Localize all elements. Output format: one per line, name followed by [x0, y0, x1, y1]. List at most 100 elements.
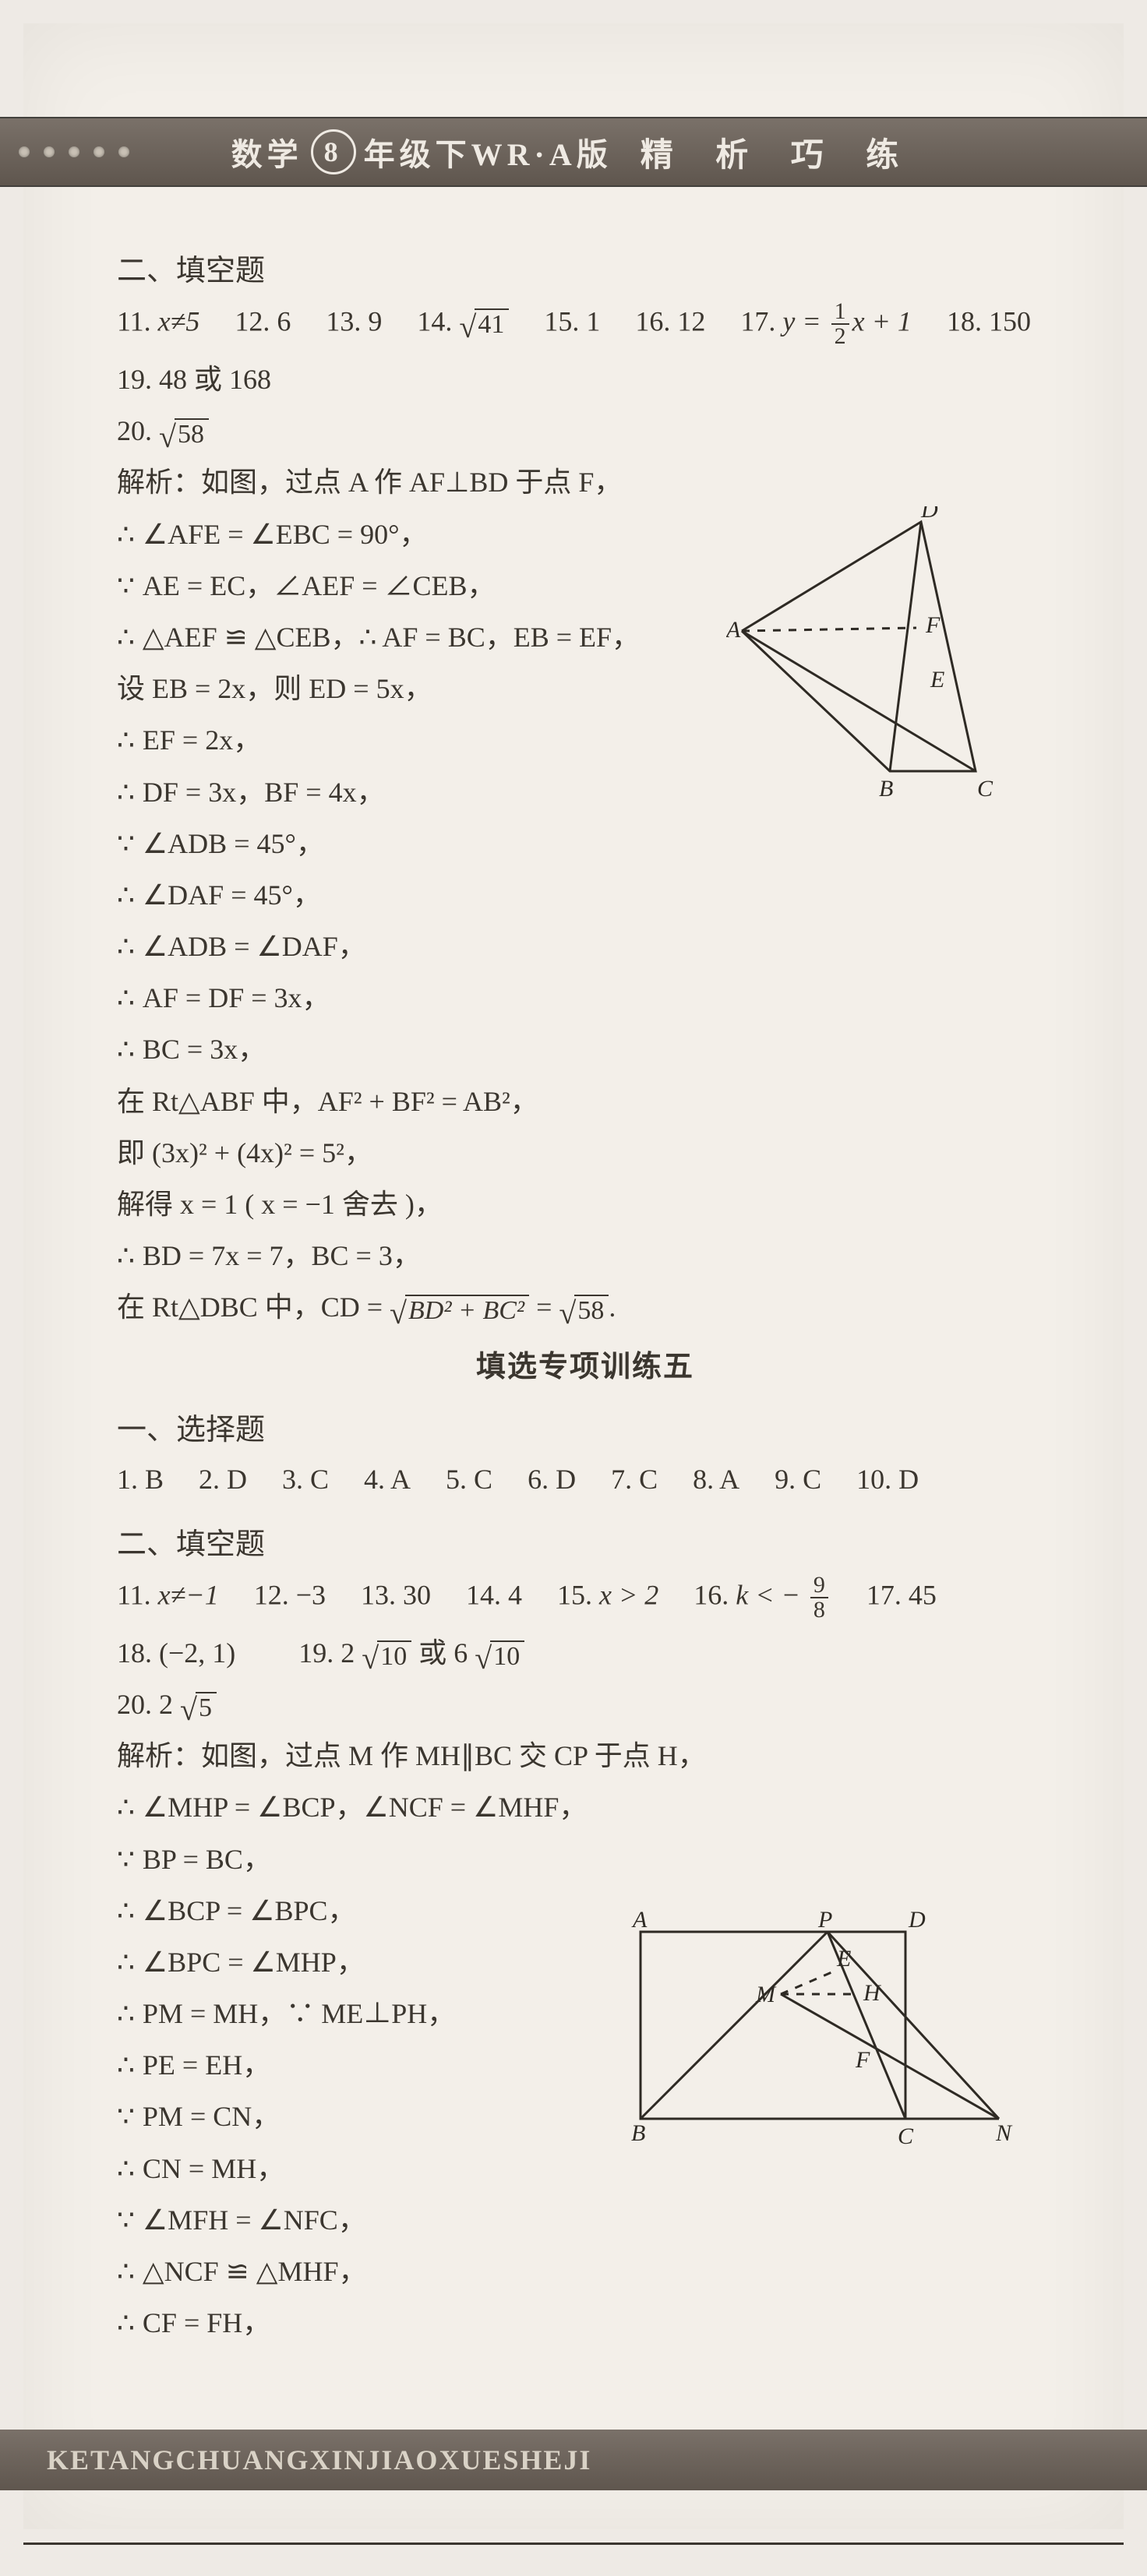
ans-19: 19. 48 或 168: [117, 359, 1053, 400]
dot-icon: [69, 146, 79, 157]
ans-20-sqrt: √58: [159, 418, 209, 449]
a2-19-rad2: 10: [490, 1640, 524, 1671]
fig1-label-A: A: [726, 617, 741, 643]
proof1-l16-sqrt2: √58: [559, 1295, 609, 1325]
c10: D: [898, 1464, 919, 1495]
proof2-l9: ∠MFH = ∠NFC，: [117, 2200, 1053, 2240]
a2-16-prefix: k < −: [736, 1579, 800, 1610]
ans-14-radicand: 41: [475, 308, 509, 339]
a2-18: 18. (−2, 1): [117, 1637, 235, 1669]
ans-17-num: 1: [831, 300, 849, 323]
proof2-l2: BP = BC，: [117, 1839, 1053, 1880]
fig1-label-F: F: [925, 612, 941, 638]
c5: C: [474, 1464, 492, 1495]
a2-12: −3: [296, 1579, 326, 1610]
proof1-l12: 在 Rt△ABF 中，AF² + BF² = AB²，: [117, 1081, 1053, 1122]
a2-19-sqrt2: √10: [475, 1640, 524, 1671]
fig1-label-E: E: [930, 667, 944, 692]
ans-15: 1: [586, 305, 600, 337]
header-dots: [19, 146, 129, 157]
choice-heading: 一、选择题: [117, 1405, 1053, 1448]
ans-20-radicand: 58: [175, 418, 209, 449]
fig2-P: P: [817, 1907, 832, 1933]
proof1-l9: ∠ADB = ∠DAF，: [117, 926, 1053, 967]
a2-11: x≠−1: [158, 1579, 219, 1610]
a2-18-19: 18. (−2, 1) 19. 2 √10 或 6 √10: [117, 1633, 1053, 1673]
fig2-A: A: [631, 1907, 648, 1933]
proof1-l14: 解得 x = 1 ( x = −1 舍去 )，: [117, 1184, 1053, 1225]
proof1-l16: 在 Rt△DBC 中，CD = √BD² + BC² = √58.: [117, 1287, 1053, 1327]
subtitle-5: 填选专项训练五: [117, 1342, 1053, 1385]
proof2-l10: △NCF ≌ △MHF，: [117, 2251, 1053, 2292]
a2-20-sqrt: √5: [180, 1692, 217, 1722]
dot-icon: [44, 146, 55, 157]
proof1-l13: 即 (3x)² + (4x)² = 5²，: [117, 1133, 1053, 1173]
dot-icon: [19, 146, 30, 157]
bottom-rule: [23, 2543, 1124, 2545]
header-grade-text: 年级下WR·A版: [364, 129, 612, 174]
footer-banner: KETANGCHUANGXINJIAOXUESHEJI: [0, 2430, 1147, 2490]
c4: A: [390, 1464, 411, 1495]
proof1-l16-suffix: .: [609, 1292, 616, 1323]
a2-13: 30: [403, 1579, 431, 1610]
proof2-intro: 解析：如图，过点 M 作 MH∥BC 交 CP 于点 H，: [117, 1736, 1053, 1776]
proof1-l10: AF = DF = 3x，: [117, 978, 1053, 1018]
c2: D: [227, 1464, 247, 1495]
ans-18: 150: [989, 305, 1031, 337]
ans-16: 12: [677, 305, 705, 337]
header-tagline: 精 析 巧 练: [641, 129, 916, 176]
header-subject: 数学: [231, 129, 303, 174]
figure-2: A D B C N P M E H F: [617, 1901, 1022, 2181]
proof2-l1: ∠MHP = ∠BCP，∠NCF = ∠MHF，: [117, 1787, 1053, 1827]
a2-19-rad: 10: [377, 1640, 411, 1671]
choice-answers: 1. B 2. D 3. C 4. A 5. C 6. D 7. C 8. A …: [117, 1459, 1053, 1499]
a2-20-rad: 5: [196, 1692, 217, 1722]
header-grade-badge: 8: [311, 129, 356, 174]
a2-19-or: 或 6: [418, 1637, 468, 1669]
ans-11: x≠5: [158, 305, 200, 337]
dot-icon: [94, 146, 104, 157]
answers2-row-11-17: 11. x≠−1 12. −3 13. 30 14. 4 15. x > 2 1…: [117, 1573, 1053, 1622]
proof1-l16-rad1: BD² + BC²: [405, 1295, 529, 1325]
answers-row-11-18: 11. x≠5 12. 6 13. 9 14. √41 15. 1 16. 12…: [117, 300, 1053, 348]
page: 数学 8 年级下WR·A版 精 析 巧 练 A D B C F E: [0, 0, 1147, 2576]
fill-blank-heading: 二、填空题: [117, 246, 1053, 289]
ans-13: 9: [368, 305, 382, 337]
ans-17-prefix: y =: [782, 305, 821, 337]
proof1-l8: ∠DAF = 45°，: [117, 875, 1053, 915]
proof1-intro: 解析：如图，过点 A 作 AF⊥BD 于点 F，: [117, 462, 1053, 502]
fig2-B: B: [631, 2120, 645, 2146]
a2-16-num: 9: [810, 1573, 828, 1597]
ans-17-frac: 1 2: [831, 300, 849, 348]
proof1-l15: BD = 7x = 7，BC = 3，: [117, 1235, 1053, 1276]
fig2-C: C: [898, 2123, 914, 2149]
fig2-M: M: [755, 1982, 777, 2007]
ans-20: 20. √58: [117, 411, 1053, 451]
header-banner: 数学 8 年级下WR·A版 精 析 巧 练: [0, 117, 1147, 187]
ans-17-den: 2: [831, 325, 849, 348]
proof1-l7: ∠ADB = 45°，: [117, 823, 1053, 864]
a2-15: x > 2: [599, 1579, 658, 1610]
figure-1: A D B C F E: [726, 506, 1022, 802]
a2-14: 4: [508, 1579, 522, 1610]
proof1-l16-eq: =: [536, 1292, 552, 1323]
ans-17-suffix: x + 1: [852, 305, 912, 337]
fig1-label-D: D: [920, 506, 938, 523]
c1: B: [145, 1464, 164, 1495]
fig2-E: E: [836, 1946, 851, 1972]
a2-19-sqrt1: √10: [362, 1640, 411, 1671]
a2-19-prefix: 19. 2: [298, 1637, 355, 1669]
a2-20-prefix: 20. 2: [117, 1689, 173, 1720]
ans-12: 6: [277, 305, 291, 337]
a2-16-den: 8: [810, 1598, 828, 1622]
proof1-l11: BC = 3x，: [117, 1029, 1053, 1070]
content-area: A D B C F E 二、填空题 11. x≠5 12. 6 13. 9 14…: [0, 187, 1147, 2343]
fig1-label-C: C: [977, 776, 993, 802]
c7: C: [639, 1464, 658, 1495]
c9: C: [803, 1464, 821, 1495]
proof1-l16-prefix: 在 Rt△DBC 中，CD =: [117, 1292, 383, 1323]
footer-text: KETANGCHUANGXINJIAOXUESHEJI: [47, 2444, 591, 2476]
a2-16-frac: 9 8: [810, 1573, 828, 1622]
proof1-l16-rad2: 58: [574, 1295, 609, 1325]
c8: A: [719, 1464, 739, 1495]
